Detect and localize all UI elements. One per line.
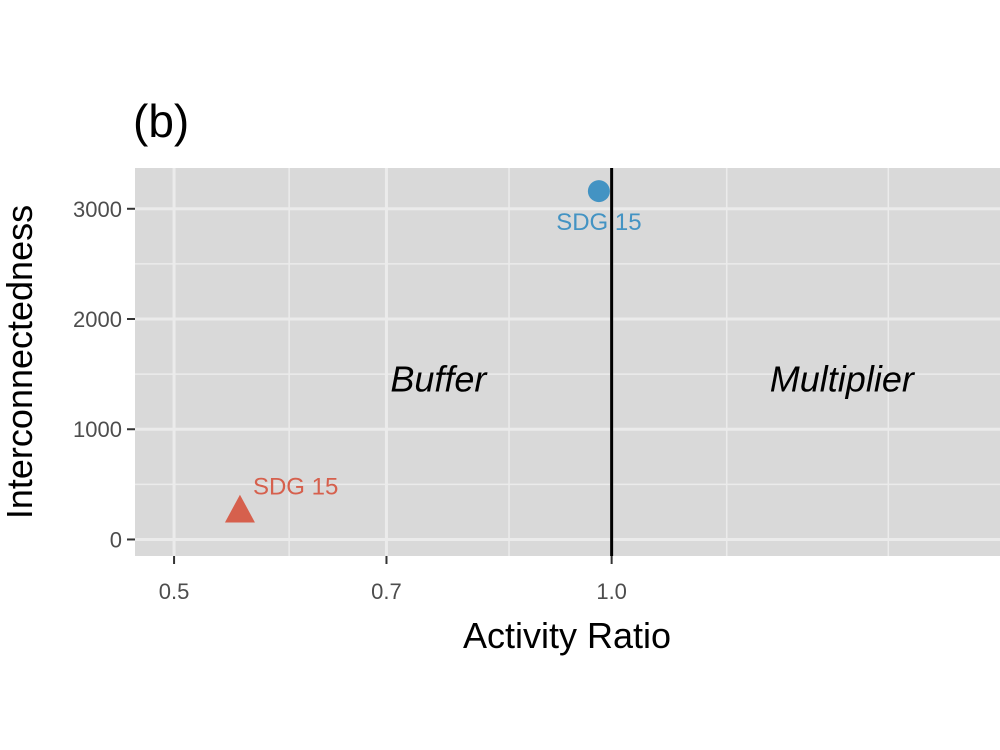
- y-tick-label: 1000: [73, 417, 122, 442]
- data-label: SDG 15: [556, 209, 641, 236]
- plot-panel: [135, 168, 1000, 556]
- y-axis-ticks: 0 1000 2000 3000: [73, 197, 135, 552]
- x-tick-label: 0.5: [159, 579, 190, 604]
- y-tick-label: 0: [110, 527, 122, 552]
- x-axis-title: Activity Ratio: [463, 615, 671, 656]
- panel-tag: (b): [133, 95, 189, 147]
- x-axis-ticks: 0.5 0.7 1.0: [159, 556, 627, 604]
- data-point-triangle: [224, 494, 255, 523]
- data-label: SDG 15: [253, 474, 338, 501]
- data-point-circle: [587, 180, 610, 203]
- y-axis-title: Interconnectedness: [0, 205, 40, 519]
- y-tick-label: 3000: [73, 197, 122, 222]
- region-labels: Buffer Multiplier: [390, 359, 915, 400]
- y-tick-label: 2000: [73, 307, 122, 332]
- data-points: SDG 15 SDG 15: [224, 180, 642, 523]
- x-tick-label: 1.0: [596, 579, 627, 604]
- x-tick-label: 0.7: [371, 579, 402, 604]
- region-label: Buffer: [390, 359, 488, 400]
- region-label: Multiplier: [770, 359, 916, 400]
